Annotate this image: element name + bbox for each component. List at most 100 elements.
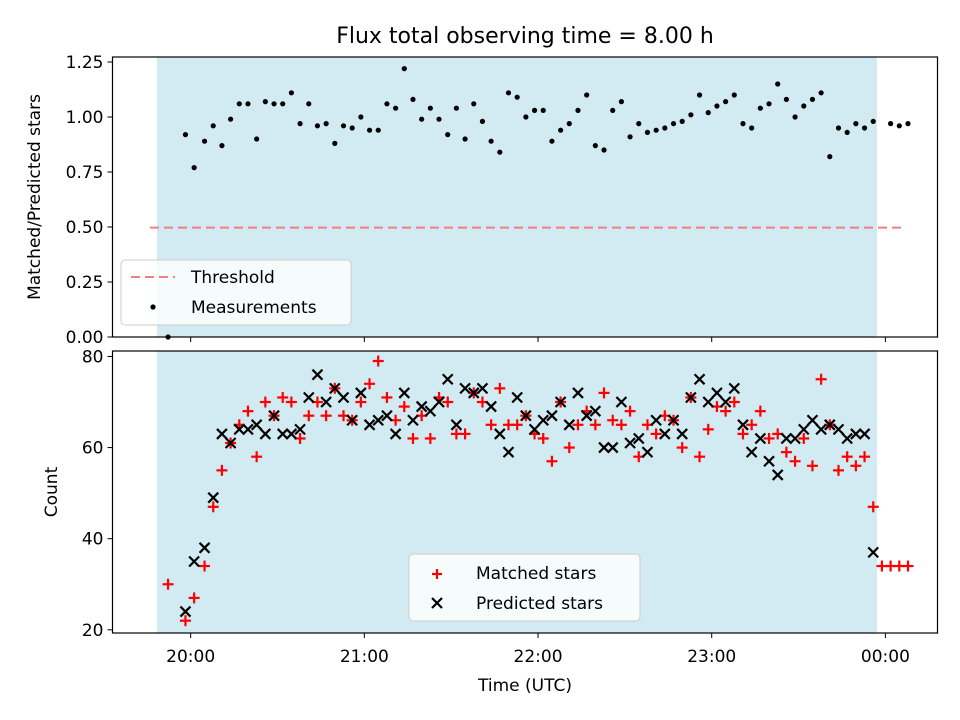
measurement-point xyxy=(827,154,833,160)
matched-star-marker xyxy=(442,396,454,408)
measurement-point xyxy=(219,143,225,149)
matched-star-marker xyxy=(285,396,297,408)
predicted-star-marker xyxy=(832,423,845,436)
measurement-point xyxy=(323,121,329,127)
matched-star-marker xyxy=(841,451,853,463)
measurement-point xyxy=(905,121,911,127)
count-y-tick-label: 20 xyxy=(82,621,104,641)
measurement-point xyxy=(228,116,234,122)
predicted-star-marker xyxy=(685,391,697,404)
measurement-point xyxy=(714,103,720,109)
measurement-point xyxy=(366,127,373,133)
measurement-point xyxy=(766,101,772,107)
predicted-star-marker xyxy=(415,400,428,413)
measurement-point xyxy=(749,125,755,131)
measurement-point xyxy=(618,99,624,105)
matched-star-marker xyxy=(859,451,871,463)
measurements-legend-swatch xyxy=(150,304,156,310)
measurement-point xyxy=(662,125,668,131)
measurement-point xyxy=(340,123,347,129)
matched-star-marker xyxy=(789,455,801,467)
count-x-tick-label: 21:00 xyxy=(340,647,389,667)
predicted-star-marker xyxy=(789,432,801,445)
count-y-ticks: 20 40 60 80 xyxy=(82,347,113,641)
measurement-point xyxy=(644,129,651,135)
count-legend: Matched stars Predicted stars xyxy=(408,553,641,622)
measurement-point xyxy=(696,92,703,98)
count-y-tick-label: 40 xyxy=(82,530,104,550)
predicted-star-marker xyxy=(650,414,662,427)
predicted-star-marker xyxy=(294,423,306,436)
measurement-point xyxy=(844,129,850,135)
measurement-point xyxy=(280,101,286,107)
count-legend-box xyxy=(408,553,641,622)
matched-star-marker xyxy=(728,396,740,408)
matched-star-marker xyxy=(537,432,549,444)
predicted-star-marker xyxy=(641,446,654,458)
matched-star-marker xyxy=(179,615,191,627)
predicted-star-marker xyxy=(259,428,272,440)
predicted-star-marker xyxy=(580,409,593,422)
measurement-point xyxy=(775,81,781,87)
ratio-y-tick-label: 1.00 xyxy=(66,108,104,128)
predicted-star-marker xyxy=(711,387,723,399)
measurement-point xyxy=(627,134,633,140)
measurement-point xyxy=(801,103,807,109)
measurement-point xyxy=(601,147,607,153)
predicted-star-marker xyxy=(563,419,576,431)
predicted-star-marker xyxy=(511,391,523,404)
matched-star-marker xyxy=(546,455,558,467)
ratio-y-tick-label: 0.25 xyxy=(66,273,104,293)
measurement-point xyxy=(861,125,868,131)
predicted-star-marker xyxy=(224,437,237,449)
matched-legend-label: Matched stars xyxy=(476,564,596,584)
predicted-star-marker xyxy=(329,382,341,395)
predicted-star-marker xyxy=(520,409,532,422)
predicted-star-marker xyxy=(302,391,315,404)
measurement-point xyxy=(888,121,894,127)
predicted-star-marker xyxy=(381,409,393,422)
predicted-star-marker xyxy=(476,382,489,395)
measurement-point xyxy=(262,99,268,105)
predicted-star-marker xyxy=(841,432,853,445)
predicted-star-marker xyxy=(216,428,228,440)
matched-star-marker xyxy=(242,405,254,417)
measurement-point xyxy=(679,118,685,124)
predicted-star-marker xyxy=(276,428,289,440)
matched-star-marker xyxy=(798,432,810,444)
predicted-star-marker xyxy=(763,455,775,468)
ratio-legend: Threshold Measurements xyxy=(120,259,352,326)
matched-star-marker xyxy=(902,560,914,572)
measurement-point xyxy=(688,112,694,118)
matched-star-marker xyxy=(485,419,497,431)
ratio-y-axis-label: Matched/Predicted stars xyxy=(25,94,45,300)
measurement-point xyxy=(731,92,737,98)
ratio-axes-frame xyxy=(111,56,939,338)
measurement-point xyxy=(523,114,529,120)
predicted-star-marker xyxy=(537,414,550,427)
measurement-point xyxy=(182,132,189,138)
predicted-star-marker xyxy=(693,373,706,386)
measurement-point xyxy=(575,107,581,113)
measurement-point xyxy=(592,143,598,149)
predicted-legend-label: Predicted stars xyxy=(476,594,603,614)
measurement-point xyxy=(393,105,399,111)
predicted-star-marker xyxy=(250,419,263,431)
measurement-point xyxy=(497,149,503,155)
measurement-point xyxy=(740,121,746,127)
measurement-point xyxy=(653,127,659,133)
measurement-point xyxy=(584,92,590,98)
measurement-point xyxy=(514,94,520,100)
ratio-panel: 0.00 0.25 0.50 0.75 1.00 1.25 Matched/Predict… xyxy=(25,53,939,348)
measurement-point xyxy=(479,118,486,124)
predicted-legend-swatch xyxy=(431,597,443,609)
measurement-point xyxy=(349,125,355,131)
predicted-star-marker xyxy=(363,419,376,431)
predicted-star-marker xyxy=(311,368,324,381)
predicted-star-marker xyxy=(450,419,463,431)
matched-star-marker xyxy=(720,405,732,417)
matched-star-marker xyxy=(188,592,200,604)
count-axes-frame xyxy=(111,350,939,634)
predicted-star-marker xyxy=(737,419,749,431)
